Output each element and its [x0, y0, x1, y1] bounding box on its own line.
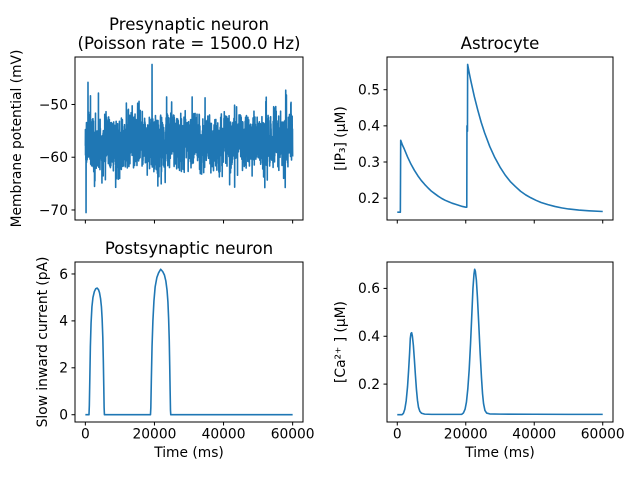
postsynaptic-series-line: [85, 268, 293, 416]
presynaptic-series-line: [84, 63, 294, 214]
y-tick-label: 0.4: [358, 119, 380, 135]
subplot-calcium: 0 20000 40000 60000 0.2 0.4 0.6 [Ca²⁺ ] (μM) Tim…: [333, 261, 625, 461]
x-tick-label: 0: [81, 427, 90, 443]
y-tick-label: 0.2: [358, 191, 380, 207]
subplot-title: Presynaptic neuron: [109, 15, 269, 34]
y-axis-label: Membrane potential (mV): [9, 50, 25, 228]
x-axis-label: Time (ms): [153, 445, 224, 461]
y-tick-label: 0.4: [358, 329, 380, 345]
x-tick-label: 40000: [202, 427, 246, 443]
plot-frame: [386, 261, 614, 423]
plot-frame: [74, 56, 304, 221]
y-tick-label: 4: [59, 314, 68, 330]
plot-frame: [74, 261, 304, 423]
subplot-title: Postsynaptic neuron: [105, 239, 273, 258]
x-tick-label: 20000: [444, 427, 488, 443]
y-tick-label: −70: [39, 203, 68, 219]
subplot-presynaptic: −70 −60 −50 Presynaptic neuron(Poisson rate…: [9, 15, 304, 228]
y-tick-label: 2: [59, 361, 68, 377]
subplot-postsynaptic: 0 20000 40000 60000 0 2 4 6 Postsynaptic neuron S…: [35, 239, 315, 461]
y-axis-label: [IP₃] (μM): [333, 106, 349, 171]
y-tick-label: 6: [59, 267, 68, 283]
x-tick-label: 60000: [271, 427, 315, 443]
subplot-title: Astrocyte: [461, 34, 540, 53]
subplot-title: (Poisson rate = 1500.0 Hz): [77, 34, 300, 53]
y-tick-label: 0.6: [358, 281, 380, 297]
y-tick-label: 0.2: [358, 377, 380, 393]
y-axis-label: Slow inward current (pA): [35, 257, 51, 428]
y-axis-label: [Ca²⁺ ] (μM): [333, 301, 349, 383]
y-tick-label: 0.3: [358, 155, 380, 171]
x-axis-label: Time (ms): [464, 445, 535, 461]
x-tick-label: 0: [393, 427, 402, 443]
x-tick-label: 60000: [581, 427, 625, 443]
x-tick-label: 40000: [512, 427, 556, 443]
y-tick-label: −50: [39, 97, 68, 113]
y-tick-label: −60: [39, 150, 68, 166]
x-tick-label: 20000: [133, 427, 177, 443]
astrocyte-series-line: [397, 63, 603, 214]
y-tick-label: 0.5: [358, 83, 380, 99]
subplot-astrocyte: 0.2 0.3 0.4 0.5 Astrocyte [IP₃] (μM): [333, 34, 614, 224]
calcium-series-line: [397, 268, 603, 416]
y-tick-label: 0: [59, 408, 68, 424]
plot-frame: [386, 56, 614, 221]
